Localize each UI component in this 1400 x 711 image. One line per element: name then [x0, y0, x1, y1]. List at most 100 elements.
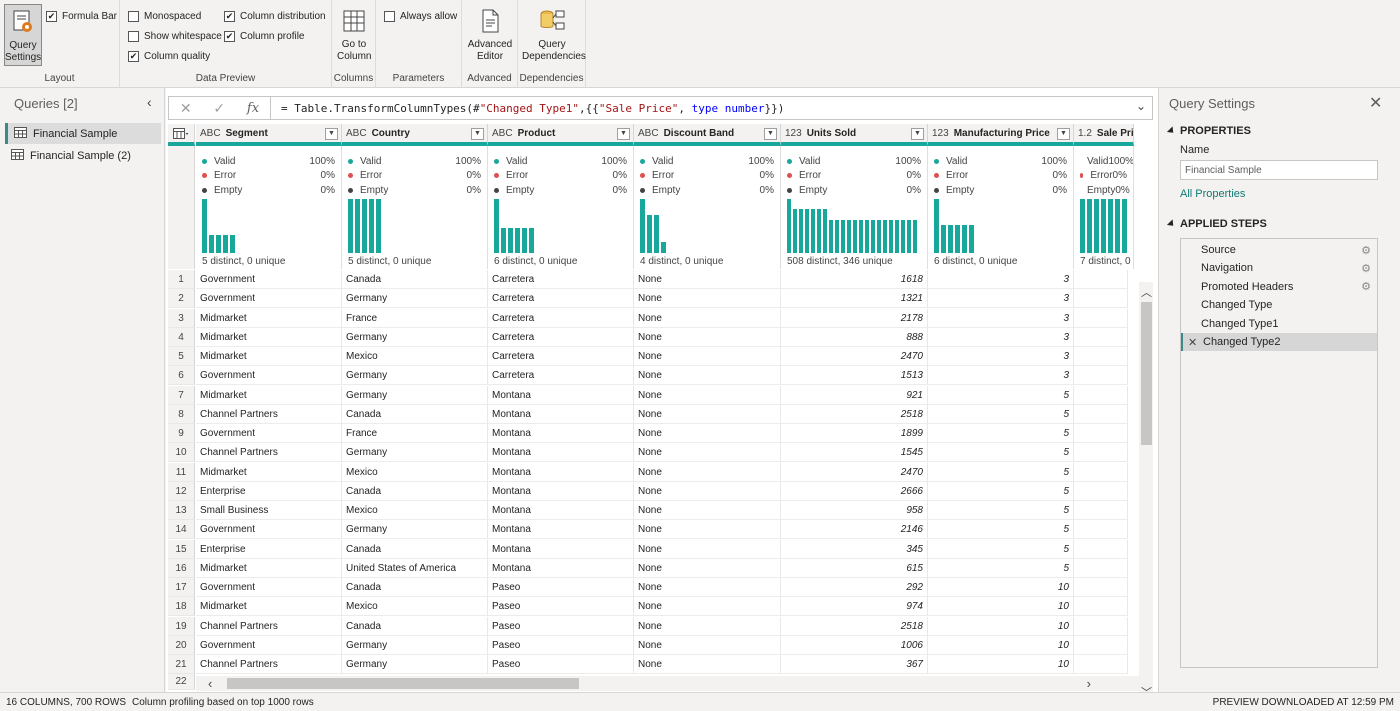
table-cell[interactable]: Canada	[342, 540, 488, 559]
row-number[interactable]: 15	[168, 540, 195, 559]
row-number[interactable]: 1	[168, 270, 195, 289]
distribution-bar[interactable]	[1087, 199, 1092, 253]
table-cell[interactable]: 5	[928, 501, 1074, 520]
row-number[interactable]: 12	[168, 482, 195, 501]
table-cell[interactable]: 5	[928, 540, 1074, 559]
table-cell[interactable]: 10	[928, 578, 1074, 597]
table-cell[interactable]: 367	[781, 655, 928, 674]
table-cell[interactable]	[1074, 347, 1128, 366]
table-cell[interactable]: 974	[781, 597, 928, 616]
distribution-bar[interactable]	[787, 199, 791, 253]
table-cell[interactable]: None	[634, 270, 781, 289]
distribution-bar[interactable]	[376, 199, 381, 253]
row-number[interactable]: 6	[168, 366, 195, 385]
table-cell[interactable]: Mexico	[342, 463, 488, 482]
table-menu-icon[interactable]	[168, 124, 195, 146]
table-cell[interactable]: Channel Partners	[196, 443, 342, 462]
table-cell[interactable]: 3	[928, 309, 1074, 328]
distribution-bar[interactable]	[1122, 199, 1127, 253]
table-cell[interactable]: Government	[196, 578, 342, 597]
horizontal-scroll-thumb[interactable]	[227, 678, 579, 689]
table-cell[interactable]: Government	[196, 289, 342, 308]
column-distribution-checkbox[interactable]: ✔ Column distribution	[224, 11, 326, 22]
table-cell[interactable]: Canada	[342, 617, 488, 636]
table-cell[interactable]: Channel Partners	[196, 405, 342, 424]
table-cell[interactable]: Germany	[342, 366, 488, 385]
table-cell[interactable]: Enterprise	[196, 482, 342, 501]
table-cell[interactable]	[1074, 578, 1128, 597]
distribution-bar[interactable]	[817, 209, 821, 253]
distribution-bar[interactable]	[883, 220, 887, 253]
table-cell[interactable]	[1074, 424, 1128, 443]
table-cell[interactable]: Carretera	[488, 270, 634, 289]
table-cell[interactable]: Carretera	[488, 289, 634, 308]
row-number[interactable]: 9	[168, 424, 195, 443]
table-cell[interactable]: 5	[928, 482, 1074, 501]
filter-dropdown-icon[interactable]: ▼	[471, 128, 484, 140]
table-cell[interactable]: Channel Partners	[196, 655, 342, 674]
table-cell[interactable]: Carretera	[488, 309, 634, 328]
table-cell[interactable]: Midmarket	[196, 309, 342, 328]
filter-dropdown-icon[interactable]: ▼	[617, 128, 630, 140]
table-cell[interactable]: Montana	[488, 501, 634, 520]
column-header[interactable]: ABC Discount Band ▼	[634, 124, 781, 146]
scroll-down-chevron-icon[interactable]: ﹀	[1141, 684, 1152, 692]
profiling-scope-toggle[interactable]: Column profiling based on top 1000 rows	[132, 696, 314, 708]
column-profile[interactable]: Valid 100% Error 0% Empty 0% 6 distinct, 0 uni…	[928, 146, 1074, 269]
row-number[interactable]: 20	[168, 636, 195, 655]
all-properties-link[interactable]: All Properties	[1180, 188, 1246, 200]
distribution-bar[interactable]	[216, 235, 221, 253]
column-profile-checkbox[interactable]: ✔ Column profile	[224, 31, 304, 42]
table-cell[interactable]	[1074, 289, 1128, 308]
row-number[interactable]: 11	[168, 463, 195, 482]
table-cell[interactable]: 1899	[781, 424, 928, 443]
column-profile[interactable]: Valid 100% Error 0% Empty 0% 6 distinct, 0 uni…	[488, 146, 634, 269]
row-number[interactable]: 7	[168, 386, 195, 405]
distribution-bar[interactable]	[209, 235, 214, 253]
table-cell[interactable]: Midmarket	[196, 559, 342, 578]
table-cell[interactable]: 5	[928, 443, 1074, 462]
table-cell[interactable]: Enterprise	[196, 540, 342, 559]
table-cell[interactable]: Midmarket	[196, 463, 342, 482]
distribution-bar[interactable]	[1108, 199, 1113, 253]
table-cell[interactable]: None	[634, 405, 781, 424]
distribution-bar[interactable]	[934, 199, 939, 253]
column-header[interactable]: 123 Units Sold ▼	[781, 124, 928, 146]
table-cell[interactable]	[1074, 328, 1128, 347]
table-cell[interactable]: 958	[781, 501, 928, 520]
table-cell[interactable]: Mexico	[342, 597, 488, 616]
table-cell[interactable]	[1074, 655, 1128, 674]
table-cell[interactable]: 1545	[781, 443, 928, 462]
table-cell[interactable]: 3	[928, 328, 1074, 347]
table-cell[interactable]: Montana	[488, 520, 634, 539]
table-cell[interactable]: 2178	[781, 309, 928, 328]
table-cell[interactable]: Government	[196, 366, 342, 385]
applied-step[interactable]: Changed Type1	[1181, 315, 1377, 333]
table-cell[interactable]: None	[634, 520, 781, 539]
query-item-financial-sample[interactable]: Financial Sample	[5, 123, 161, 144]
distribution-bar[interactable]	[859, 220, 863, 253]
delete-step-icon[interactable]: ✕	[1188, 336, 1198, 349]
table-cell[interactable]: 3	[928, 366, 1074, 385]
distribution-bar[interactable]	[829, 220, 833, 253]
table-cell[interactable]: Paseo	[488, 578, 634, 597]
table-cell[interactable]: Mexico	[342, 501, 488, 520]
distribution-bar[interactable]	[362, 199, 367, 253]
distribution-bar[interactable]	[811, 209, 815, 253]
table-cell[interactable]: 345	[781, 540, 928, 559]
table-cell[interactable]: Paseo	[488, 617, 634, 636]
table-cell[interactable]: Canada	[342, 270, 488, 289]
table-cell[interactable]: 5	[928, 463, 1074, 482]
column-header[interactable]: ABC Product ▼	[488, 124, 634, 146]
table-cell[interactable]: Germany	[342, 386, 488, 405]
expand-formula-chevron-down-icon[interactable]: ⌄	[1135, 99, 1146, 113]
filter-dropdown-icon[interactable]: ▼	[911, 128, 924, 140]
table-cell[interactable]: Canada	[342, 405, 488, 424]
table-cell[interactable]	[1074, 463, 1128, 482]
distribution-bar[interactable]	[871, 220, 875, 253]
column-header[interactable]: ABC Segment ▼	[196, 124, 342, 146]
distribution-bar[interactable]	[835, 220, 839, 253]
table-cell[interactable]: France	[342, 309, 488, 328]
table-cell[interactable]: Germany	[342, 289, 488, 308]
distribution-bar[interactable]	[962, 225, 967, 253]
